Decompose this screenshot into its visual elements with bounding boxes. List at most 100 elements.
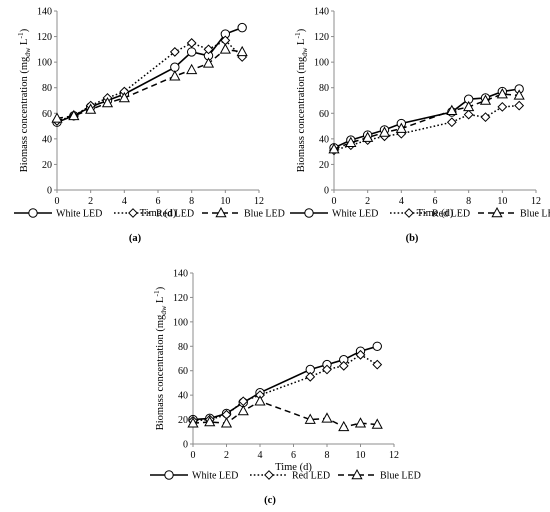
y-tick-label: 40 (319, 134, 329, 145)
x-tick-label: 0 (191, 450, 196, 461)
panel-b: 0 20 40 60 80 100 120 140 0 2 4 6 8 10 12 Time (d) Bioma… (290, 7, 550, 244)
y-tick-label: 140 (37, 7, 52, 18)
y-tick-label: 120 (173, 293, 188, 304)
x-tick-label: 0 (55, 196, 60, 207)
series-blue-led (328, 88, 525, 154)
y-axis-title: Biomass concentration (mgdw L-1) (16, 28, 32, 172)
series-line-white-led (333, 88, 520, 149)
data-point-blue-led (446, 104, 458, 115)
legend-label-red-led: Red LED (292, 471, 330, 482)
y-axis-title-part-3: -1 (16, 32, 25, 38)
panel-caption: (a) (129, 233, 142, 244)
data-point-white-led (372, 341, 382, 351)
data-point-blue-led (118, 91, 130, 103)
y-tick-label: 0 (183, 440, 188, 451)
y-tick-label: 100 (314, 58, 329, 69)
data-point-blue-led (237, 404, 249, 416)
data-point-blue-led (304, 413, 316, 424)
legend-marker-white-led (164, 470, 174, 480)
x-tick-label: 12 (531, 196, 541, 207)
data-point-white-led (186, 47, 197, 57)
y-tick-label: 60 (42, 109, 52, 120)
legend-label-blue-led: Blue LED (244, 209, 285, 220)
series-line-white-led (56, 26, 243, 123)
legend-label-white-led: White LED (332, 209, 378, 220)
series-white-led (188, 341, 382, 425)
data-point-blue-led (463, 100, 475, 112)
x-tick-label: 10 (220, 196, 230, 207)
data-point-blue-led (354, 417, 367, 428)
y-axis-title-part-0: Biomass concentration (mg (155, 314, 166, 430)
legend-marker-white-led (28, 208, 38, 218)
series-line-red-led (333, 104, 520, 152)
panel-caption: (c) (264, 495, 276, 506)
y-axis-title-part-1: dw (23, 47, 32, 57)
data-point-blue-led (169, 70, 181, 81)
legend: White LED Red LED Blue LED (14, 206, 285, 220)
y-axis-title-part-2: L (296, 39, 307, 48)
data-point-blue-led (204, 415, 216, 427)
y-tick-label: 80 (319, 83, 329, 94)
panel-c: 0 20 40 60 80 100 120 140 0 2 4 6 8 10 12 Time (d) Bioma… (150, 269, 421, 506)
y-axis-title-part-2: L (19, 39, 30, 48)
legend-marker-white-led (304, 208, 314, 218)
x-axis-title: Time (d) (140, 208, 177, 219)
x-tick-label: 2 (365, 196, 370, 207)
x-tick-label: 10 (356, 450, 366, 461)
y-axis-title-part-4: ) (296, 28, 307, 32)
series-white-led (329, 84, 524, 153)
x-tick-label: 10 (497, 196, 507, 207)
legend-marker-red-led (264, 470, 274, 480)
series-line-blue-led (192, 400, 378, 428)
y-tick-label: 120 (314, 32, 329, 43)
x-tick-label: 6 (156, 196, 161, 207)
y-tick-label: 140 (314, 7, 329, 18)
data-point-red-led (480, 112, 491, 123)
y-tick-label: 40 (42, 134, 52, 145)
legend: White LED Red LED Blue LED (290, 206, 550, 220)
series-line-red-led (192, 353, 378, 422)
legend-label-red-led: Red LED (432, 209, 470, 220)
y-tick-label: 100 (37, 58, 52, 69)
y-tick-label: 0 (324, 186, 329, 197)
y-tick-label: 140 (173, 269, 188, 280)
legend-marker-red-led (128, 208, 138, 218)
data-point-blue-led (378, 126, 391, 137)
x-tick-label: 6 (291, 450, 296, 461)
data-point-blue-led (328, 143, 340, 154)
series-blue-led (187, 395, 383, 432)
data-point-blue-led (187, 417, 199, 428)
data-point-white-led (237, 22, 247, 33)
y-tick-label: 80 (178, 342, 188, 353)
x-axis-title: Time (d) (275, 462, 312, 473)
y-tick-label: 60 (319, 109, 329, 120)
series-line-blue-led (56, 48, 243, 120)
data-point-red-led (514, 100, 525, 111)
data-point-blue-led (85, 103, 97, 114)
y-axis-title: Biomass concentration (mgdw L-1) (293, 28, 309, 172)
panel-a: 0 20 40 60 80 100 120 140 0 2 4 6 8 10 12 Time (d) Bioma… (14, 7, 285, 244)
data-point-blue-led (186, 63, 198, 75)
series-red-led (188, 349, 383, 426)
data-point-blue-led (321, 412, 333, 423)
data-point-blue-led (496, 88, 508, 99)
series-blue-led (51, 43, 248, 123)
legend-marker-red-led (404, 208, 414, 218)
data-point-blue-led (219, 43, 231, 54)
data-point-red-led (446, 117, 457, 128)
y-axis-title-part-0: Biomass concentration (mg (296, 56, 307, 172)
data-point-blue-led (395, 122, 407, 133)
x-axis-title: Time (d) (417, 208, 454, 219)
x-tick-label: 4 (258, 450, 263, 461)
y-tick-label: 0 (47, 186, 52, 197)
y-tick-label: 20 (319, 160, 329, 171)
panel-caption: (b) (406, 233, 419, 244)
series-red-led (329, 100, 525, 156)
y-axis-title-part-3: -1 (293, 32, 302, 38)
legend-marker-blue-led (215, 206, 227, 218)
y-axis-title-part-4: ) (19, 28, 30, 32)
data-point-blue-led (479, 94, 492, 105)
y-tick-label: 20 (42, 160, 52, 171)
data-point-blue-led (220, 417, 233, 428)
